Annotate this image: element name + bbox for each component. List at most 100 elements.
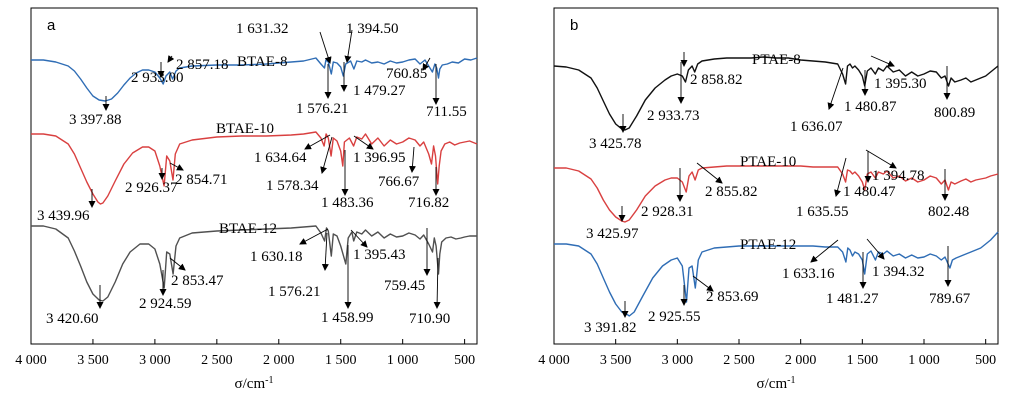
peak-label: 789.67	[929, 291, 971, 307]
x-tick-label: 1 500	[325, 353, 357, 368]
x-tick-label: 3 000	[139, 353, 171, 368]
peak-label: 1 480.87	[844, 99, 897, 115]
peak-label: 2 924.59	[139, 296, 192, 312]
plot-frame	[553, 7, 999, 345]
peak-arrow	[422, 57, 431, 71]
peak-label: 1 631.32	[236, 21, 289, 37]
peak-label: 759.45	[384, 278, 425, 294]
peak-arrow	[299, 228, 329, 245]
peak-arrow	[169, 257, 186, 271]
peak-label: 1 479.27	[353, 83, 406, 99]
x-tick-label: 500	[454, 353, 475, 368]
peak-arrow	[433, 257, 441, 309]
panel-letter: b	[570, 17, 578, 34]
series-label-btae-10: BTAE-10	[216, 121, 274, 137]
x-tick-label: 500	[975, 353, 996, 368]
peak-label: 1 633.16	[782, 266, 835, 282]
series-label-btae-12: BTAE-12	[219, 221, 277, 237]
spectrum-line-btae-10	[31, 131, 478, 205]
series-label-ptae-10: PTAE-10	[740, 154, 796, 170]
x-tick-label: 3 500	[600, 353, 632, 368]
peak-label: 1 396.95	[353, 150, 406, 166]
peak-arrow	[304, 134, 331, 150]
x-tick-label: 2 000	[785, 353, 817, 368]
peak-label: 2 854.71	[175, 172, 228, 188]
peak-label: 1 394.32	[872, 264, 925, 280]
x-tick-label: 2 500	[201, 353, 233, 368]
peak-label: 2 933.73	[647, 108, 700, 124]
x-tick-label: 2 000	[263, 353, 295, 368]
panel-a: 4 000 3 500 3 000 2 500 2 000 1 500 1 000 500 σ/…	[15, 7, 478, 393]
peak-label: 1 576.21	[296, 101, 349, 117]
peak-arrow	[321, 232, 329, 271]
x-tick-label: 3 500	[77, 353, 109, 368]
spectrum-line-ptae-8	[553, 56, 999, 131]
peak-label: 710.90	[409, 311, 450, 327]
plot-frame	[30, 7, 478, 345]
peak-arrow	[408, 146, 416, 173]
peak-label: 2 853.47	[171, 273, 224, 289]
panel-letter: a	[47, 17, 56, 34]
peak-label: 3 397.88	[69, 112, 122, 128]
peak-label: 2 858.82	[690, 72, 743, 88]
peak-label: 3 425.78	[589, 136, 642, 152]
peak-label: 1 395.43	[353, 247, 406, 263]
x-tick-label: 4 000	[538, 353, 570, 368]
peak-arrow	[319, 31, 332, 64]
peak-arrow	[865, 149, 897, 169]
x-axis-label: σ/cm-1	[757, 375, 796, 393]
peak-arrow	[810, 239, 839, 263]
peak-arrow	[870, 55, 895, 67]
peak-arrow	[692, 275, 714, 292]
peak-label: 2 925.55	[648, 309, 701, 325]
peak-label: 2 933.00	[131, 70, 184, 86]
series-label-btae-8: BTAE-8	[237, 54, 287, 70]
spectrum-line-ptae-10	[554, 165, 999, 223]
x-tick-label: 2 500	[723, 353, 755, 368]
peak-label: 3 391.82	[584, 320, 637, 336]
peak-arrow	[169, 162, 184, 171]
peak-label: 1 483.36	[321, 195, 374, 211]
peak-label: 2 928.31	[641, 204, 694, 220]
peak-label: 716.82	[408, 195, 449, 211]
x-tick-label: 1 500	[847, 353, 879, 368]
spectrum-line-ptae-12	[554, 231, 999, 317]
peak-label: 802.48	[928, 204, 969, 220]
x-axis-label: σ/cm-1	[235, 375, 274, 393]
peak-label: 1 394.78	[872, 168, 925, 184]
peak-arrow	[827, 67, 844, 110]
peak-label: 2 857.18	[176, 57, 229, 73]
peak-label: 2 855.82	[705, 184, 758, 200]
peak-label: 1 394.50	[346, 21, 399, 37]
x-tick-label: 4 000	[15, 353, 47, 368]
peak-arrow	[834, 157, 847, 197]
peak-label: 2 926.37	[125, 180, 178, 196]
peak-arrow	[866, 238, 885, 260]
peak-label: 1 395.30	[874, 76, 927, 92]
peak-arrow	[344, 29, 353, 63]
peak-label: 1 578.34	[266, 178, 319, 194]
peak-label: 1 480.47	[843, 184, 896, 200]
series-label-ptae-12: PTAE-12	[740, 237, 796, 253]
peak-label: 2 853.69	[706, 289, 759, 305]
series-label-ptae-8: PTAE-8	[752, 52, 801, 68]
peak-arrow	[353, 135, 374, 150]
peak-label: 800.89	[934, 105, 975, 121]
peak-label: 1 576.21	[268, 284, 321, 300]
peak-label: 1 481.27	[826, 291, 879, 307]
peak-label: 1 634.64	[254, 150, 307, 166]
peak-label: 1 635.55	[796, 204, 849, 220]
panel-b: 4 000 3 500 3 000 2 500 2 000 1 500 1 000 500 σ/…	[538, 7, 999, 393]
peak-label: 3 425.97	[586, 226, 639, 242]
x-tick-label: 1 000	[387, 353, 419, 368]
peak-arrow	[320, 136, 333, 174]
x-tick-label: 1 000	[908, 353, 940, 368]
peak-label: 1 636.07	[790, 119, 843, 135]
peak-label: 1 630.18	[250, 249, 303, 265]
peak-arrow	[350, 229, 368, 248]
peak-label: 3 439.96	[37, 208, 90, 224]
peak-label: 760.85	[386, 66, 427, 82]
peak-label: 3 420.60	[46, 311, 99, 327]
peak-label: 711.55	[426, 104, 467, 120]
